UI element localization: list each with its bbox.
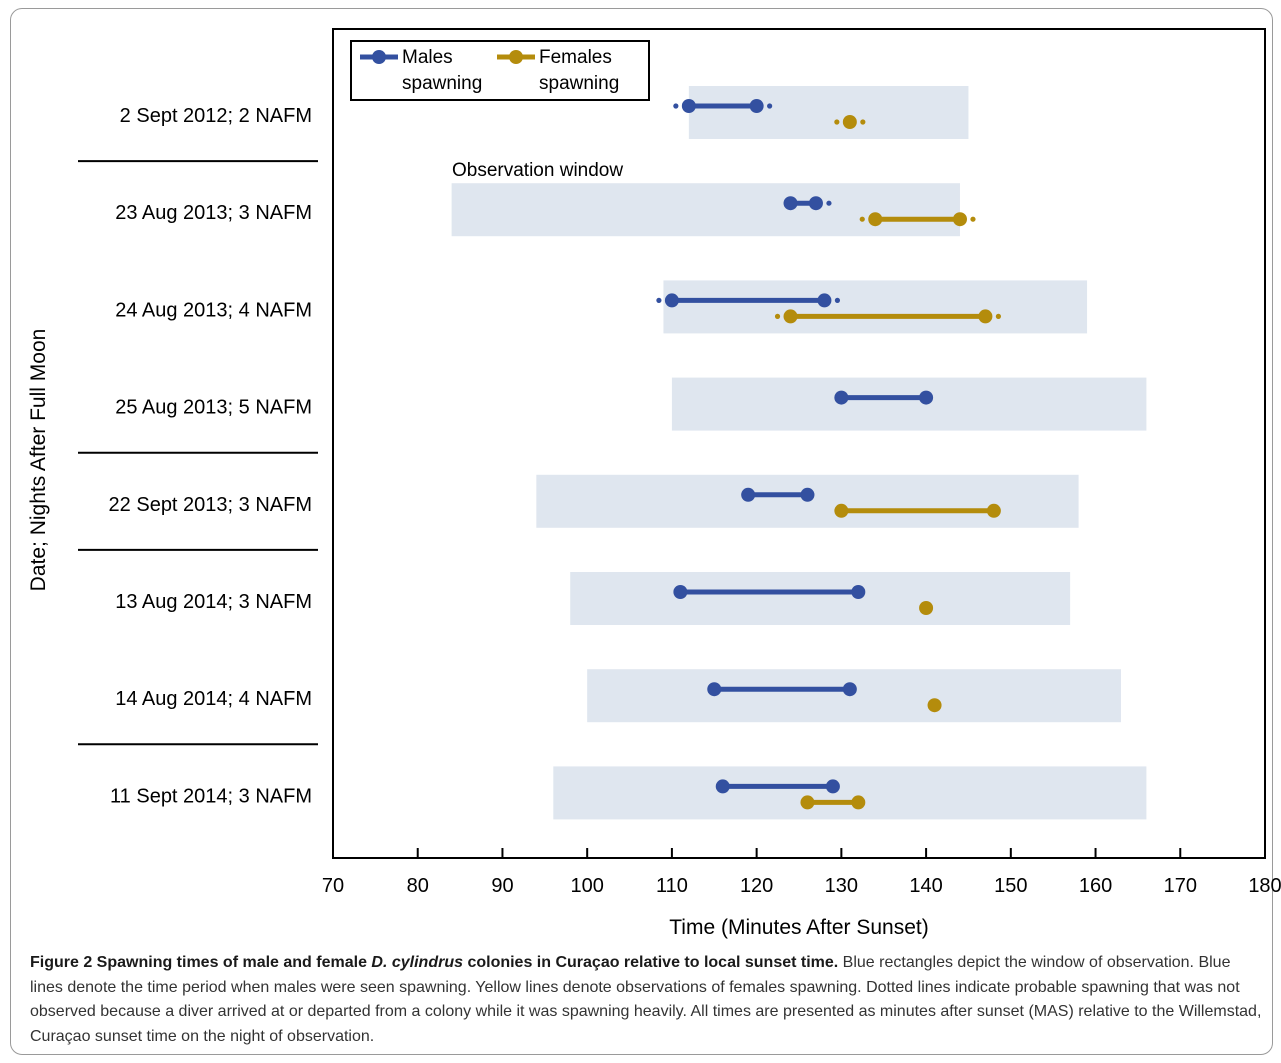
observation-window-bar [553, 766, 1147, 820]
y-axis-label: Date; Nights After Full Moon [27, 329, 50, 592]
legend-label: Females [539, 47, 612, 68]
males-spawning-end-point [749, 99, 764, 113]
males-spawning-start-point [673, 585, 688, 599]
x-tick-label: 100 [570, 875, 603, 897]
females-spawning-start-point [783, 309, 798, 324]
males-spawning-end-point [800, 487, 815, 502]
males-spawning-start-point [783, 196, 798, 211]
males-spawning-start-point [707, 682, 722, 697]
females-spawning-probable-dot [970, 216, 976, 222]
row-labels: 2 Sept 2012; 2 NAFM 23 Aug 2013; 3 NAFM 24… [109, 105, 312, 807]
females-spawning-start-point [927, 698, 942, 713]
x-tick-label: 170 [1164, 875, 1197, 897]
males-spawning-end-point [817, 293, 832, 308]
spawning-series [656, 99, 1002, 810]
males-spawning-start-point [664, 293, 679, 308]
females-spawning-end-point [978, 309, 993, 324]
observation-window-bar [451, 183, 960, 237]
legend-label-line2: spawning [402, 73, 482, 94]
males-spawning-probable-dot [673, 103, 679, 109]
females-spawning-start-point [919, 601, 934, 615]
females-spawning-start-point [800, 795, 815, 810]
x-tick-label: 70 [322, 875, 344, 897]
females-spawning-probable-dot [859, 216, 865, 222]
observation-window-annotation: Observation window [452, 160, 623, 181]
females-spawning-end-point [986, 503, 1001, 518]
row-label: 24 Aug 2013; 4 NAFM [115, 299, 312, 321]
row-label: 11 Sept 2014; 3 NAFM [110, 785, 312, 807]
x-tick-label: 180 [1248, 875, 1281, 897]
females-spawning-end-point [952, 212, 967, 227]
males-spawning-start-point [715, 779, 730, 794]
males-spawning-start-point [834, 390, 849, 405]
males-spawning-end-point [825, 779, 840, 794]
plot-area-border [332, 28, 1266, 859]
males-spawning-probable-dot [767, 103, 773, 109]
legend-label-line2: spawning [539, 73, 619, 94]
caption-title-suffix: colonies in Curaçao relative to local su… [463, 954, 839, 971]
males-spawning-probable-dot [826, 200, 832, 206]
row-group-dividers [78, 160, 318, 746]
x-tick-label: 80 [407, 875, 429, 897]
x-tick-label: 90 [491, 875, 513, 897]
x-tick-label: 120 [740, 875, 773, 897]
legend-label: Males [402, 47, 453, 68]
observation-window-bar [688, 86, 969, 139]
observation-window-bar [671, 377, 1147, 431]
males-spawning-start-point [741, 487, 756, 502]
x-tick-label: 150 [994, 875, 1027, 897]
females-spawning-probable-dot [860, 119, 866, 125]
caption-title: Figure 2 Spawning times of male and fema… [30, 954, 838, 971]
males-spawning-start-point [681, 99, 696, 113]
females-spawning-start-point [868, 212, 883, 227]
row-label: 2 Sept 2012; 2 NAFM [120, 105, 312, 127]
caption-body: Blue rectangles depict the window of obs… [30, 954, 1262, 1045]
legend-marker [509, 50, 523, 64]
males-spawning-end-point [842, 682, 857, 697]
females-spawning-probable-dot [995, 313, 1002, 319]
x-tick-label: 140 [909, 875, 942, 897]
females-spawning-start-point [842, 115, 857, 129]
males-spawning-probable-dot [834, 297, 841, 303]
spawning-chart: Observation window 2 Sept 2012; 2 NAFM 23… [27, 28, 1281, 939]
females-spawning-end-point [851, 795, 866, 810]
legend-box [350, 40, 650, 101]
observation-window-bar [570, 572, 1071, 625]
legend: Males spawning Females spawning [350, 40, 650, 101]
males-spawning-end-point [808, 196, 823, 211]
row-label: 23 Aug 2013; 3 NAFM [115, 202, 312, 224]
row-label: 13 Aug 2014; 3 NAFM [115, 591, 312, 613]
males-spawning-probable-dot [656, 297, 662, 303]
females-spawning-probable-dot [834, 119, 840, 125]
x-axis: 70 80 90 100 110 120 130 140 150 160 170 180 [322, 848, 1281, 897]
females-spawning-probable-dot [774, 313, 781, 319]
row-label: 22 Sept 2013; 3 NAFM [109, 494, 312, 516]
observation-window-bar [663, 280, 1088, 334]
figure-caption: Figure 2 Spawning times of male and fema… [30, 951, 1262, 1049]
row-label: 25 Aug 2013; 5 NAFM [115, 397, 312, 419]
observation-windows [451, 86, 1147, 820]
x-tick-label: 160 [1079, 875, 1112, 897]
figure-frame [10, 8, 1273, 1055]
observation-window-bar [587, 669, 1121, 723]
x-tick-label: 110 [656, 875, 688, 897]
caption-species: D. cylindrus [371, 954, 463, 971]
males-spawning-end-point [851, 585, 866, 599]
legend-marker [372, 50, 386, 64]
males-spawning-end-point [919, 390, 934, 405]
x-axis-label: Time (Minutes After Sunset) [669, 916, 928, 939]
females-spawning-start-point [834, 503, 849, 518]
row-label: 14 Aug 2014; 4 NAFM [115, 688, 312, 710]
caption-title-prefix: Figure 2 Spawning times of male and fema… [30, 954, 372, 971]
x-tick-label: 130 [825, 875, 858, 897]
